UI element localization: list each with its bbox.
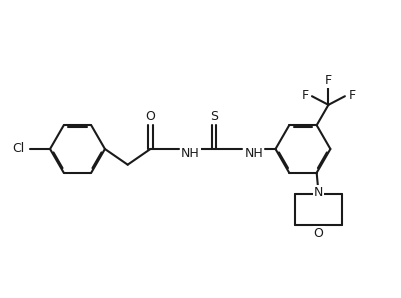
Text: NH: NH [244, 147, 263, 160]
Text: S: S [209, 110, 217, 123]
Text: O: O [145, 110, 155, 123]
Text: O: O [313, 227, 323, 240]
Text: NH: NH [180, 147, 199, 160]
Text: F: F [348, 89, 354, 102]
Text: Cl: Cl [12, 142, 24, 156]
Text: N: N [313, 186, 322, 199]
Text: F: F [301, 89, 308, 102]
Text: F: F [324, 74, 331, 87]
